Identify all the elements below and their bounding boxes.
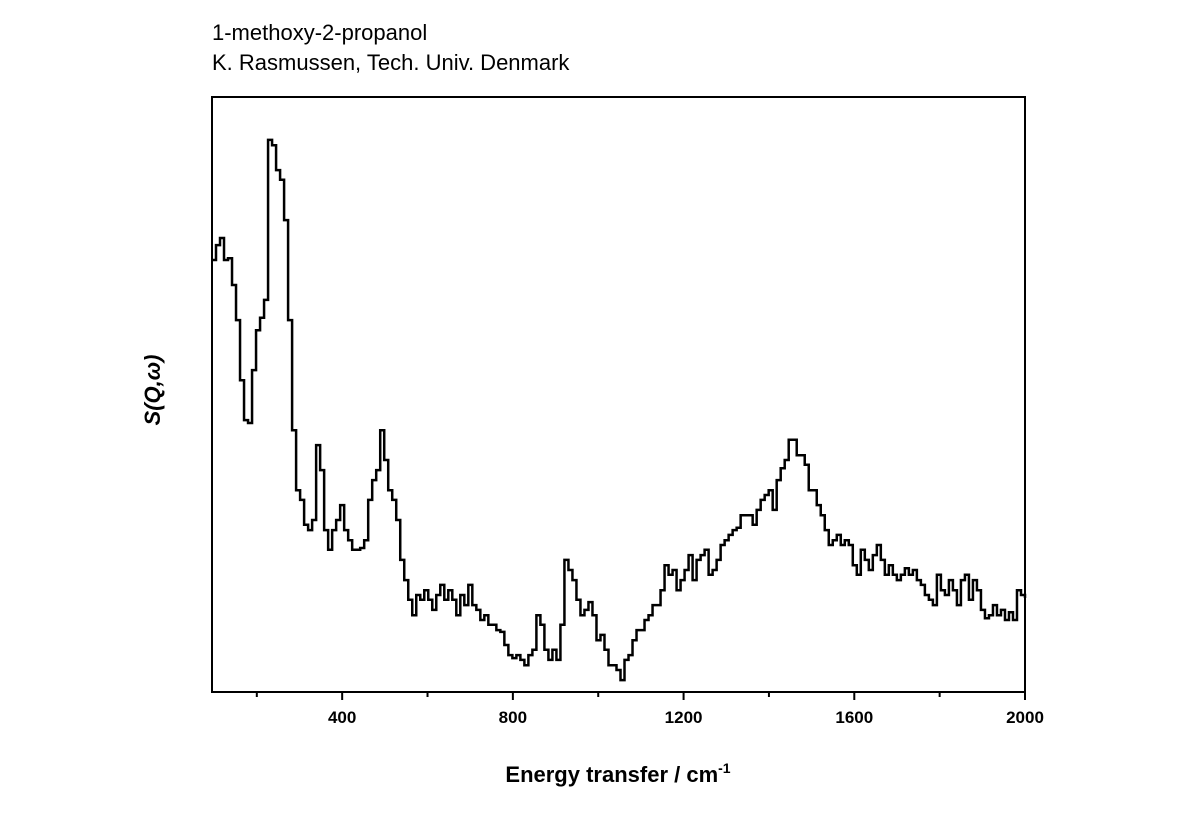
- chart-title-line-2: K. Rasmussen, Tech. Univ. Denmark: [212, 50, 570, 75]
- x-axis-label-superscript: -1: [718, 760, 731, 776]
- x-tick-label: 2000: [1006, 708, 1044, 727]
- x-axis-label-text: Energy transfer / cm: [505, 762, 718, 787]
- spectrum-line: [212, 138, 1027, 682]
- x-tick-label: 1200: [665, 708, 703, 727]
- x-axis-ticks: 400 800 1200 1600 2000: [255, 692, 1044, 727]
- y-axis-label: S(Q,ω): [140, 355, 165, 426]
- x-tick-label: 1600: [835, 708, 873, 727]
- chart-title-line-1: 1-methoxy-2-propanol: [212, 20, 427, 45]
- x-tick-label: 800: [499, 708, 527, 727]
- plot-frame: [211, 96, 1026, 693]
- x-axis-label: Energy transfer / cm-1: [505, 760, 730, 787]
- x-tick-label: 400: [328, 708, 356, 727]
